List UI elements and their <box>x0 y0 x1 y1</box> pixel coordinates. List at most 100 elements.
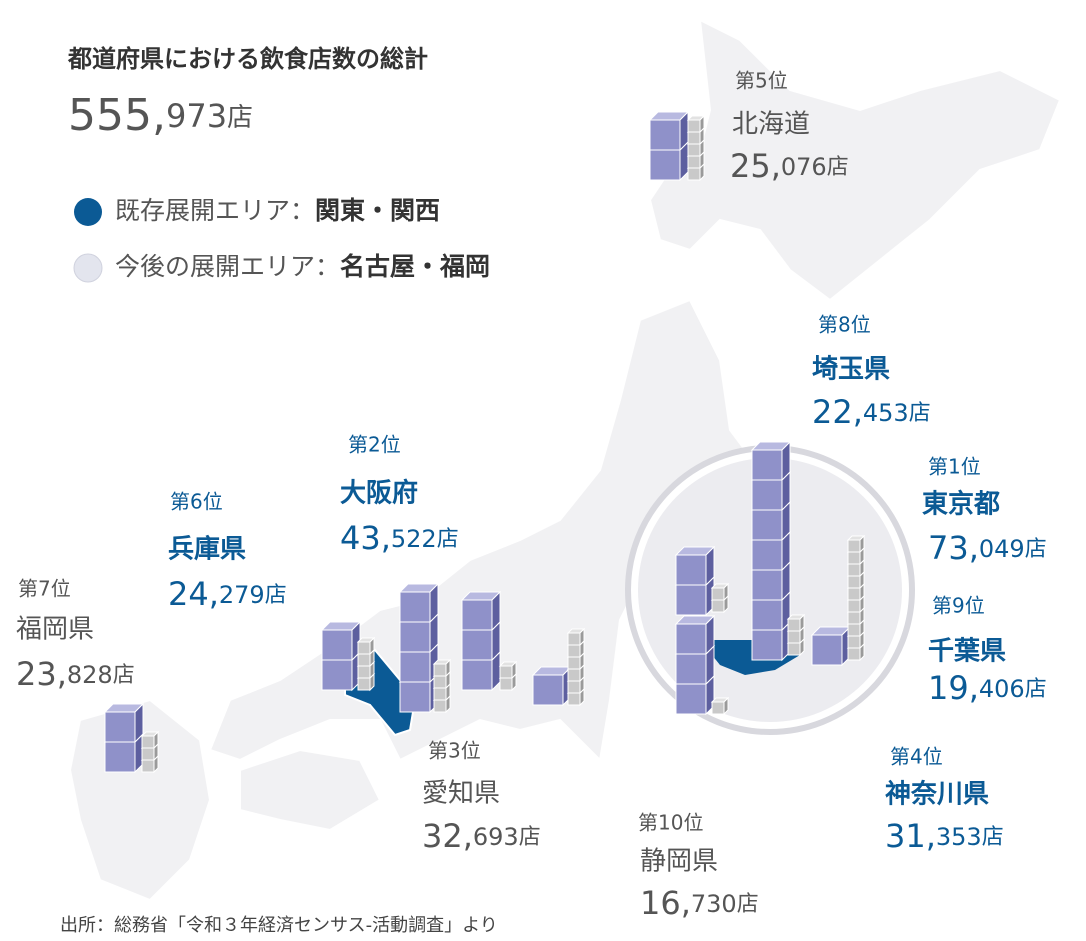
cube-side <box>511 660 517 680</box>
cube-front <box>687 143 701 157</box>
cube-front <box>433 675 447 689</box>
count-unit: 店 <box>113 663 135 688</box>
cube-front <box>567 632 581 646</box>
count-big: 31, <box>885 817 936 855</box>
cube <box>531 665 573 707</box>
cube-front <box>847 635 861 649</box>
store-count: 43,522店 <box>340 519 459 557</box>
cube-side <box>705 545 715 587</box>
prefecture-name: 大阪府 <box>340 478 418 509</box>
cube-front <box>847 611 861 625</box>
prefecture-name: 愛知県 <box>422 779 500 809</box>
count-unit: 店 <box>1025 537 1047 562</box>
cube-front <box>433 663 447 677</box>
cube-front <box>357 665 371 679</box>
count-unit: 店 <box>519 825 541 850</box>
count-small: 730 <box>691 890 737 918</box>
cube-front <box>567 692 581 706</box>
total-unit: 店 <box>227 103 253 133</box>
cube-front <box>399 651 431 683</box>
cube-front <box>711 587 725 601</box>
cube-front <box>787 618 801 632</box>
rank: 第3位 <box>428 739 481 763</box>
count-unit: 店 <box>909 401 931 426</box>
cube-side <box>799 613 805 633</box>
cube-side <box>699 114 705 134</box>
count-unit: 店 <box>827 155 849 180</box>
cube-side <box>429 582 439 624</box>
cube-front <box>357 677 371 691</box>
cube-front <box>141 747 155 761</box>
store-count: 73,049店 <box>928 529 1047 567</box>
cube <box>103 702 145 744</box>
cube-side <box>369 636 375 656</box>
count-big: 25, <box>730 147 781 185</box>
cube-front <box>687 131 701 145</box>
cube-side <box>723 582 729 602</box>
legend-entry: 今後の展開エリア：名古屋・福岡 <box>115 252 490 281</box>
cube <box>750 500 792 542</box>
cube-front <box>567 668 581 682</box>
count-unit: 店 <box>982 825 1004 850</box>
rank: 第9位 <box>932 594 985 618</box>
count-big: 32, <box>422 817 473 855</box>
cube-front <box>675 554 707 586</box>
cube <box>750 530 792 572</box>
cube-front <box>141 735 155 749</box>
cube <box>648 110 690 152</box>
cube-front <box>847 647 861 661</box>
cube-side <box>781 440 791 482</box>
cube-front <box>104 741 136 773</box>
count-unit: 店 <box>1025 677 1047 702</box>
count-small: 076 <box>781 153 827 181</box>
cube-front <box>461 629 493 661</box>
cube-front <box>847 587 861 601</box>
cube-front <box>461 599 493 631</box>
cube-front <box>847 623 861 637</box>
cube-side <box>579 627 585 647</box>
count-small: 406 <box>979 675 1025 703</box>
small-cube <box>566 627 586 647</box>
cube-front <box>675 653 707 685</box>
count-big: 22, <box>812 393 863 431</box>
count-small: 828 <box>67 661 113 689</box>
cube-front <box>321 659 353 691</box>
cube-front <box>687 155 701 169</box>
hokkaido <box>648 18 1062 302</box>
cube-front <box>675 584 707 616</box>
count-small: 453 <box>863 399 909 427</box>
small-cube <box>710 582 730 602</box>
count-big: 23, <box>16 655 67 693</box>
cube-side <box>445 658 451 678</box>
cube-front <box>461 659 493 691</box>
cube-front <box>399 621 431 653</box>
cube-front <box>687 167 701 181</box>
prefecture-name: 千葉県 <box>928 637 1006 667</box>
count-small: 693 <box>473 823 519 851</box>
cube-front <box>433 699 447 713</box>
cube <box>320 620 362 662</box>
count-unit: 店 <box>437 527 459 552</box>
cube-front <box>357 653 371 667</box>
cube-side <box>723 696 729 716</box>
cube-front <box>847 539 861 553</box>
small-cube <box>498 660 518 680</box>
cube-front <box>751 509 783 541</box>
prefecture-name: 福岡県 <box>16 615 94 645</box>
count-big: 16, <box>640 884 691 922</box>
store-count: 31,353店 <box>885 817 1004 855</box>
store-count: 22,453店 <box>812 393 931 431</box>
cube-front <box>847 599 861 613</box>
store-count: 24,279店 <box>168 575 287 613</box>
cube-front <box>499 677 513 691</box>
small-cube <box>786 613 806 633</box>
legend-swatch <box>74 198 102 226</box>
cube-front <box>787 642 801 656</box>
cube <box>398 582 440 624</box>
source: 出所：総務省「令和３年経済センサス-活動調査」より <box>60 915 498 936</box>
cube-front <box>711 599 725 613</box>
rank: 第2位 <box>348 433 401 457</box>
count-big: 43, <box>340 519 391 557</box>
rank: 第1位 <box>928 455 981 479</box>
legend-emphasis: 関東・関西 <box>315 196 440 225</box>
